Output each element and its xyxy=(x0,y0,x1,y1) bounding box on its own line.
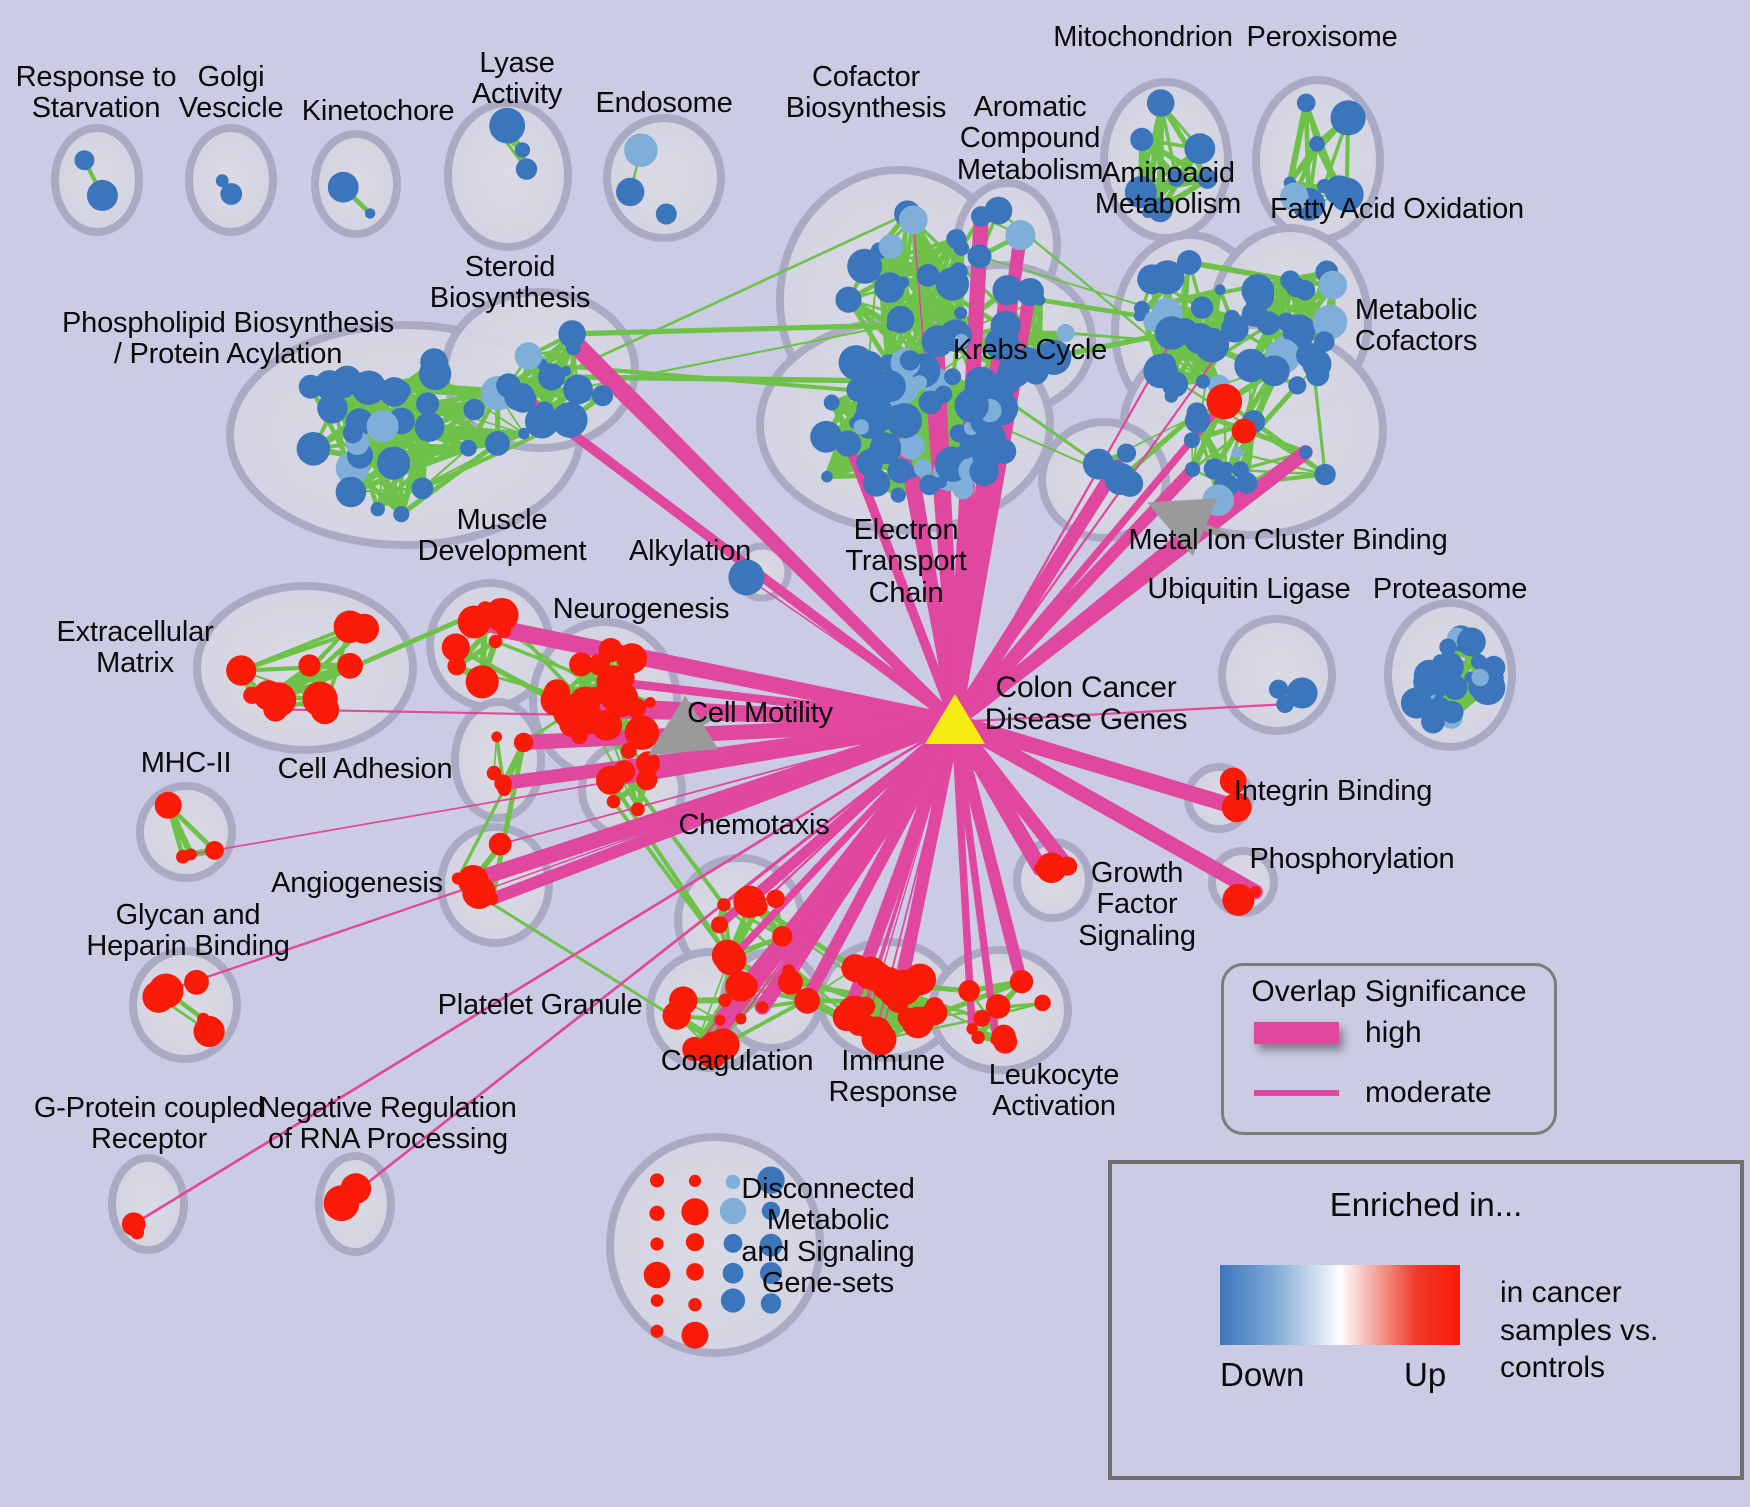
enriched-legend-title: Enriched in... xyxy=(1329,1186,1523,1223)
enrichment-high-label: Up xyxy=(1404,1356,1447,1393)
hub-triangle[interactable] xyxy=(925,694,985,744)
overlap-significance-legend: Overlap Significance high moderate xyxy=(1221,963,1557,1135)
moderate-overlap-swatch xyxy=(1254,1090,1339,1096)
overlap-legend-title: Overlap Significance xyxy=(1251,975,1527,1008)
enrichment-low-label: Down xyxy=(1220,1356,1305,1393)
annotation-arrows xyxy=(648,498,1230,756)
enrichment-side-label: in cancer samples vs. controls xyxy=(1500,1276,1659,1384)
gene-set-nodes xyxy=(74,89,1506,1349)
moderate-overlap-label: moderate xyxy=(1365,1076,1492,1109)
high-overlap-label: high xyxy=(1365,1016,1422,1049)
enriched-in-legend: Enriched in... Down Up in cancer samples… xyxy=(1108,1160,1744,1480)
overlap-legend-row-high: high xyxy=(1224,1016,1554,1050)
high-overlap-swatch xyxy=(1254,1022,1339,1044)
enrichment-colorbar xyxy=(1220,1265,1460,1345)
overlap-legend-row-moderate: moderate xyxy=(1224,1076,1554,1110)
